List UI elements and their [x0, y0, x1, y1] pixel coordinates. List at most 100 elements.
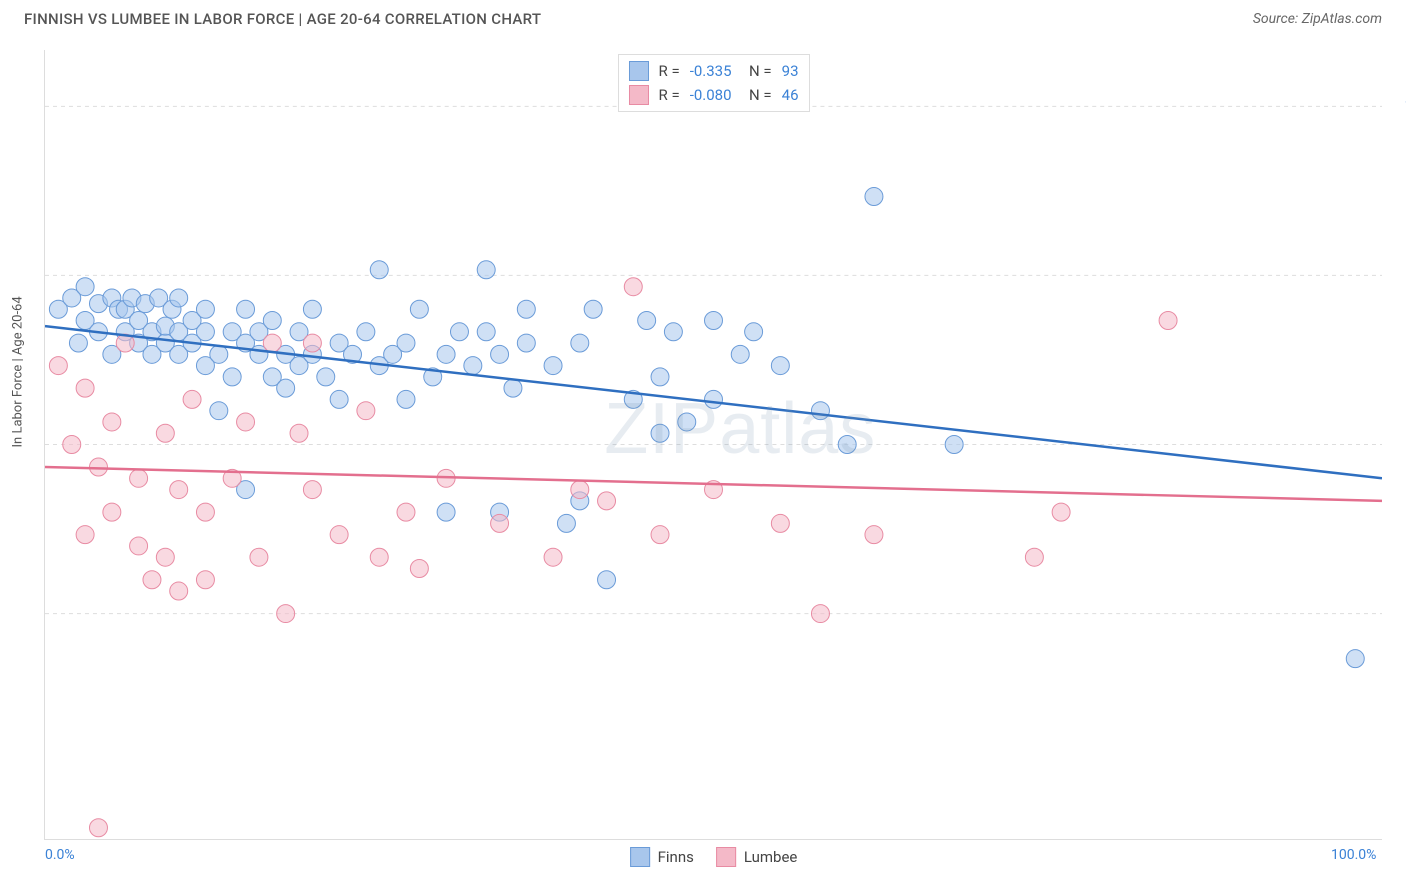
data-point — [731, 345, 749, 363]
data-point — [745, 323, 763, 341]
data-point — [63, 436, 81, 454]
finns-r-value: -0.335 — [690, 62, 732, 80]
data-point — [210, 402, 228, 420]
data-point — [624, 278, 642, 296]
chart-plot-area: ZIPatlas R = -0.335 N = 93 R = -0.080 N … — [44, 50, 1382, 840]
data-point — [678, 413, 696, 431]
data-point — [303, 334, 321, 352]
legend-row-finns: R = -0.335 N = 93 — [628, 59, 798, 83]
data-point — [49, 357, 67, 375]
data-point — [410, 300, 428, 318]
lumbee-swatch — [716, 847, 736, 867]
data-point — [196, 323, 214, 341]
data-point — [370, 261, 388, 279]
data-point — [811, 605, 829, 623]
data-point — [397, 390, 415, 408]
data-point — [263, 312, 281, 330]
data-point — [1052, 503, 1070, 521]
scatter-svg — [45, 50, 1382, 839]
data-point — [210, 345, 228, 363]
data-point — [651, 526, 669, 544]
data-point — [76, 278, 94, 296]
data-point — [464, 357, 482, 375]
legend-label-lumbee: Lumbee — [744, 848, 798, 866]
r-label: R = — [658, 62, 679, 80]
data-point — [370, 548, 388, 566]
lumbee-r-value: -0.080 — [690, 86, 732, 104]
data-point — [69, 334, 87, 352]
legend-label-finns: Finns — [658, 848, 694, 866]
data-point — [517, 334, 535, 352]
data-point — [156, 424, 174, 442]
data-point — [437, 345, 455, 363]
lumbee-swatch — [628, 85, 648, 105]
source-attribution: Source: ZipAtlas.com — [1253, 11, 1382, 27]
data-point — [437, 503, 455, 521]
data-point — [491, 345, 509, 363]
data-point — [865, 188, 883, 206]
data-point — [1025, 548, 1043, 566]
data-point — [357, 323, 375, 341]
data-point — [170, 481, 188, 499]
data-point — [598, 571, 616, 589]
x-tick-label: 100.0% — [1331, 847, 1376, 863]
data-point — [196, 300, 214, 318]
data-point — [357, 402, 375, 420]
data-point — [544, 357, 562, 375]
x-tick-label: 0.0% — [45, 847, 75, 863]
data-point — [250, 548, 268, 566]
finns-swatch — [630, 847, 650, 867]
data-point — [651, 424, 669, 442]
data-point — [277, 605, 295, 623]
data-point — [638, 312, 656, 330]
data-point — [130, 537, 148, 555]
data-point — [156, 548, 174, 566]
data-point — [130, 469, 148, 487]
data-point — [103, 503, 121, 521]
legend-item-finns: Finns — [630, 847, 694, 867]
trend-line — [45, 326, 1382, 478]
data-point — [196, 571, 214, 589]
data-point — [330, 390, 348, 408]
data-point — [196, 503, 214, 521]
data-point — [410, 559, 428, 577]
data-point — [290, 424, 308, 442]
data-point — [571, 481, 589, 499]
data-point — [945, 436, 963, 454]
series-legend: Finns Lumbee — [630, 847, 798, 867]
data-point — [397, 334, 415, 352]
data-point — [330, 526, 348, 544]
legend-row-lumbee: R = -0.080 N = 46 — [628, 83, 798, 107]
data-point — [865, 526, 883, 544]
data-point — [705, 390, 723, 408]
data-point — [223, 368, 241, 386]
data-point — [303, 481, 321, 499]
lumbee-n-value: 46 — [782, 86, 799, 104]
data-point — [771, 514, 789, 532]
data-point — [771, 357, 789, 375]
data-point — [504, 379, 522, 397]
data-point — [89, 819, 107, 837]
data-point — [450, 323, 468, 341]
finns-n-value: 93 — [782, 62, 799, 80]
n-label: N = — [742, 62, 772, 80]
data-point — [237, 413, 255, 431]
data-point — [651, 368, 669, 386]
data-point — [397, 503, 415, 521]
data-point — [557, 514, 575, 532]
data-point — [183, 390, 201, 408]
data-point — [1346, 650, 1364, 668]
data-point — [76, 379, 94, 397]
r-label: R = — [658, 86, 679, 104]
data-point — [237, 300, 255, 318]
data-point — [303, 300, 321, 318]
legend-item-lumbee: Lumbee — [716, 847, 798, 867]
finns-swatch — [628, 61, 648, 81]
data-point — [170, 289, 188, 307]
data-point — [277, 379, 295, 397]
y-axis-label: In Labor Force | Age 20-64 — [11, 296, 26, 447]
data-point — [811, 402, 829, 420]
data-point — [143, 571, 161, 589]
n-label: N = — [742, 86, 772, 104]
data-point — [705, 312, 723, 330]
